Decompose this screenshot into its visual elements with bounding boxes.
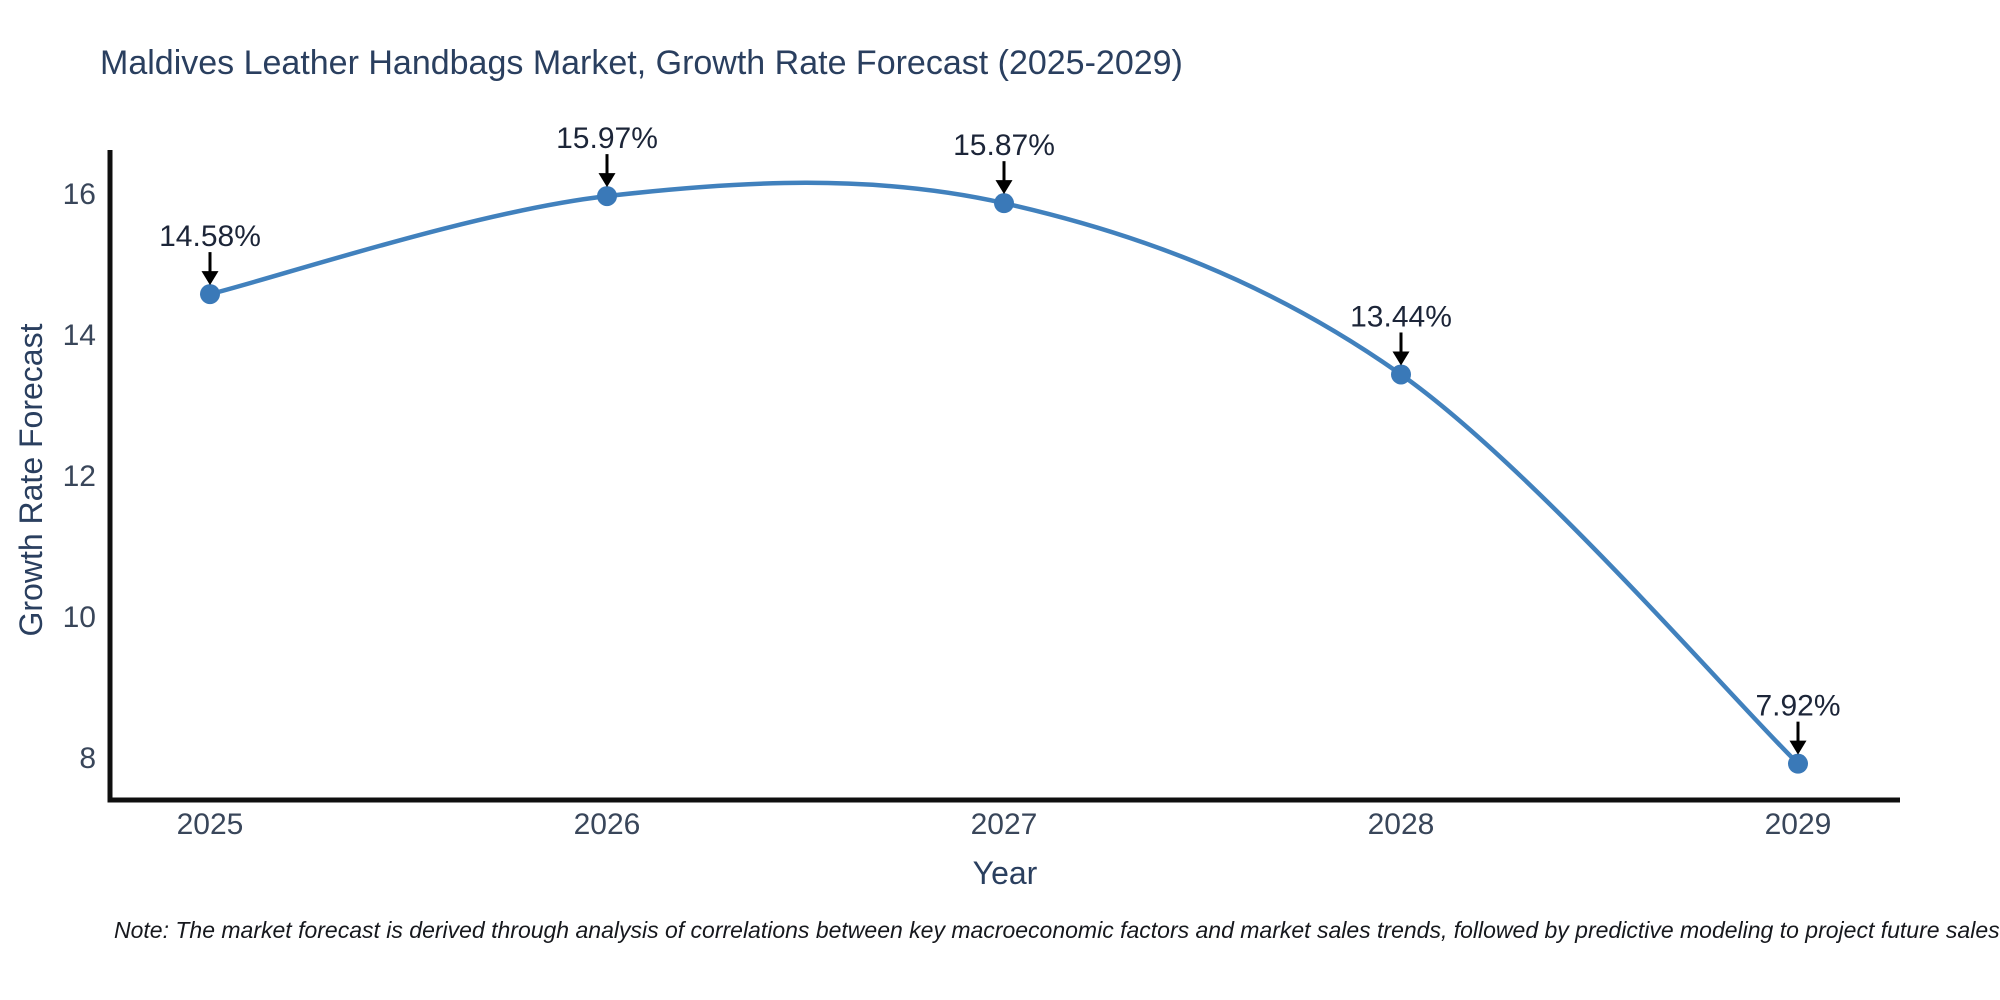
annotation-arrowhead-icon xyxy=(995,180,1013,195)
annotation-2026: 15.97% xyxy=(556,122,658,188)
data-point-2029 xyxy=(1788,753,1808,774)
x-tick-label-2025: 2025 xyxy=(177,808,244,841)
y-tick-label-16: 16 xyxy=(63,178,96,211)
x-tick-label-2026: 2026 xyxy=(574,808,641,841)
footnote-text: Note: The market forecast is derived thr… xyxy=(114,917,2000,943)
y-tick-label-8: 8 xyxy=(79,742,96,775)
data-point-2028 xyxy=(1391,364,1411,385)
annotation-label: 13.44% xyxy=(1350,300,1452,333)
annotation-2028: 13.44% xyxy=(1350,300,1452,366)
annotation-arrowhead-icon xyxy=(1789,740,1807,755)
x-tick-label-2028: 2028 xyxy=(1368,808,1435,841)
y-axis-title: Growth Rate Forecast xyxy=(13,323,49,636)
annotation-arrowhead-icon xyxy=(1392,351,1410,366)
annotation-arrowhead-icon xyxy=(598,173,616,188)
point-annotations: 14.58% 15.97% 15.87% 13.44% 7.92% xyxy=(159,122,1841,755)
tick-labels: 8 10 12 14 16 2025 2026 2027 2028 2029 xyxy=(63,178,1832,841)
annotation-arrowhead-icon xyxy=(201,271,219,286)
annotation-label: 14.58% xyxy=(159,220,261,253)
annotation-2025: 14.58% xyxy=(159,220,261,286)
y-tick-label-12: 12 xyxy=(63,460,96,493)
annotation-label: 7.92% xyxy=(1755,690,1840,723)
y-tick-label-14: 14 xyxy=(63,319,96,352)
chart-title: Maldives Leather Handbags Market, Growth… xyxy=(100,44,1183,82)
annotation-label: 15.87% xyxy=(953,129,1055,162)
data-point-2026 xyxy=(597,186,617,207)
annotation-2029: 7.92% xyxy=(1755,690,1841,755)
axes xyxy=(107,150,1900,803)
x-tick-label-2027: 2027 xyxy=(971,808,1038,841)
data-point-2027 xyxy=(994,193,1014,214)
forecast-series xyxy=(200,180,1808,774)
x-tick-label-2029: 2029 xyxy=(1765,808,1832,841)
y-tick-label-10: 10 xyxy=(63,601,96,634)
data-point-2025 xyxy=(200,284,220,305)
annotation-label: 15.97% xyxy=(556,122,658,155)
forecast-line xyxy=(207,180,1801,766)
annotation-2027: 15.87% xyxy=(953,129,1055,195)
x-axis-title: Year xyxy=(973,855,1038,891)
